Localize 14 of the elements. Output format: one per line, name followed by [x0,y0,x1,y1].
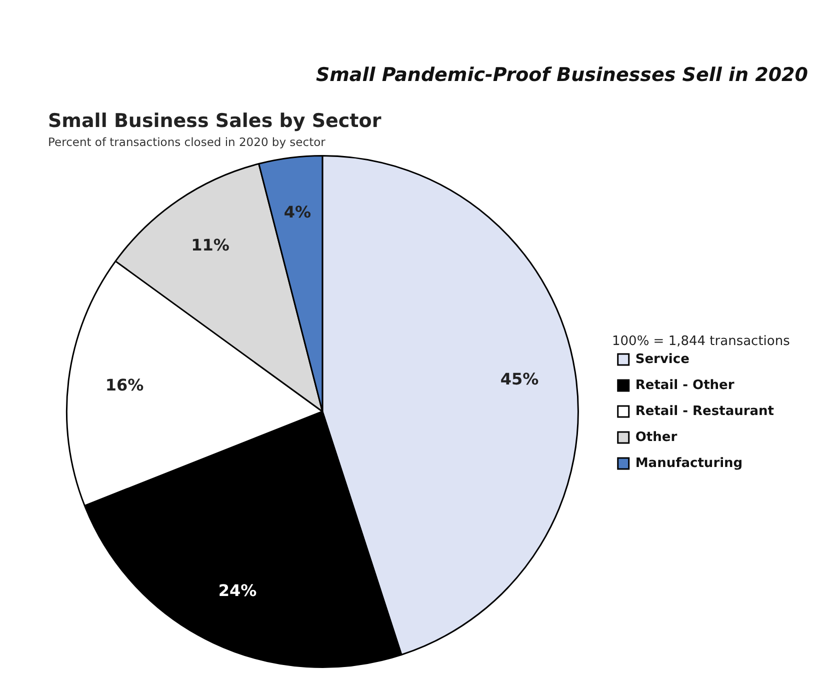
data-label: 11% [191,236,230,255]
legend-label: Service [635,352,690,367]
data-label: 16% [105,376,144,395]
legend-label: Retail - Other [635,378,735,393]
chart-title: Small Business Sales by Sector [48,110,382,132]
data-label: 4% [284,202,312,222]
legend-label: Manufacturing [635,456,743,471]
text: 100% = 1,844 transactions [612,334,790,349]
legend-label: Retail - Restaurant [635,404,774,419]
chart-subtitle: Percent of transactions closed in 2020 by sector [48,135,326,149]
data-label: 45% [500,369,539,388]
data-label: 24% [218,581,257,600]
legend-label: Other [635,430,678,445]
text: Small Pandemic-Proof Businesses Sell in 2020 [316,64,808,86]
